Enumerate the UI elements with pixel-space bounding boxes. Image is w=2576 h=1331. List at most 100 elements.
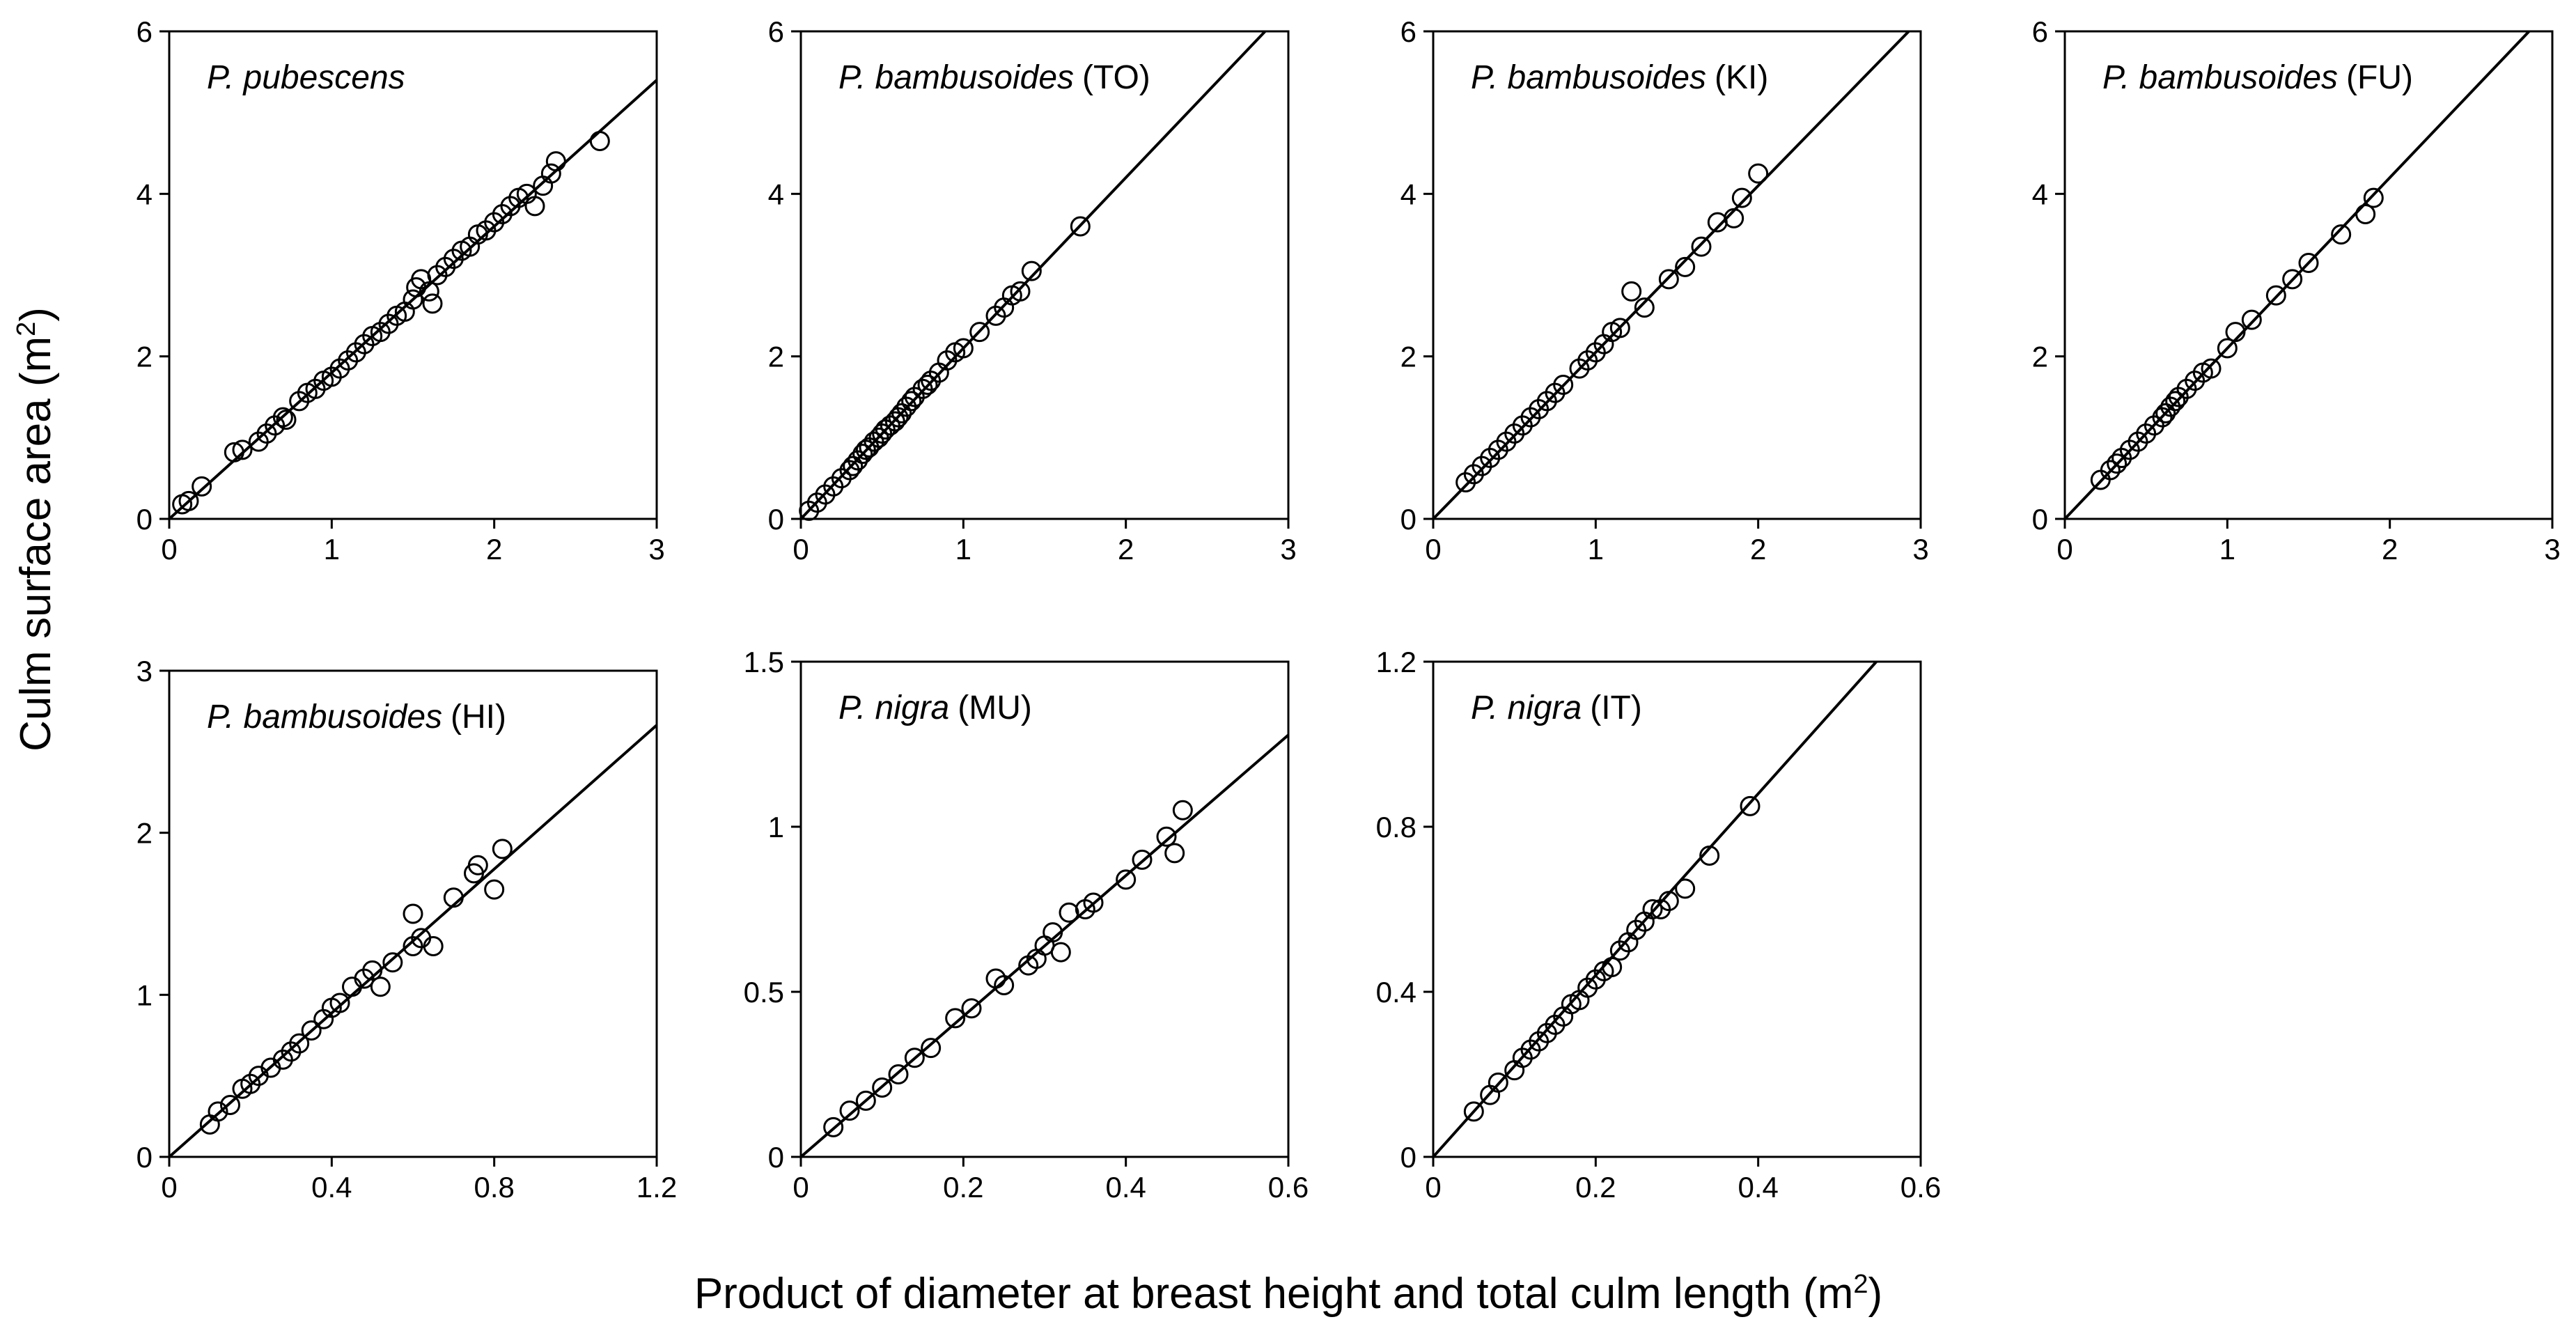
- site-code: (IT): [1590, 690, 1642, 726]
- scatter-panel: 0 0.4 0.8 1.2 0 1 2 3 P. bambusoides (HI): [136, 655, 678, 1204]
- species-name: P. nigra: [838, 690, 949, 726]
- data-point: [1699, 845, 1720, 866]
- scatter-panel: 0 1 2 3 0 2 4 6 P. bambusoides (KI): [1400, 15, 1929, 566]
- data-point: [1675, 878, 1696, 899]
- x-tick-label: 3: [1280, 533, 1296, 566]
- data-point: [2355, 204, 2376, 224]
- plot-frame: [799, 30, 1290, 520]
- data-point: [208, 1101, 228, 1122]
- scatter-panel: 0 1 2 3 0 2 4 6 P. bambusoides (TO): [768, 15, 1297, 566]
- y-tick-label: 0: [1400, 1141, 1416, 1174]
- data-point: [2165, 391, 2186, 412]
- data-point: [2217, 338, 2238, 359]
- x-tick-label: 1: [955, 533, 971, 566]
- y-tick-label: 0.5: [744, 976, 784, 1009]
- data-point: [1691, 236, 1712, 257]
- data-point: [403, 289, 423, 310]
- data-point: [2331, 224, 2352, 245]
- data-point: [422, 293, 443, 314]
- data-point: [1043, 922, 1063, 943]
- panel-title: P. bambusoides (TO): [838, 59, 1150, 96]
- fit-line: [1433, 662, 1878, 1157]
- x-tick-label: 0: [793, 1171, 809, 1204]
- data-point: [961, 998, 982, 1019]
- y-tick-label: 0: [768, 503, 784, 536]
- species-name: P. bambusoides: [2102, 59, 2338, 96]
- panel-title: P. bambusoides (FU): [2102, 59, 2413, 96]
- fit-line: [2065, 31, 2531, 519]
- data-point: [2225, 322, 2246, 343]
- y-tick-label: 2: [136, 341, 153, 373]
- data-point: [2107, 453, 2128, 474]
- species-name: P. bambusoides: [838, 59, 1074, 96]
- y-tick-label: 1.5: [744, 646, 784, 678]
- data-point: [1553, 375, 1574, 395]
- data-point: [872, 1077, 893, 1098]
- data-point: [2201, 358, 2222, 379]
- data-point: [917, 375, 938, 395]
- x-tick-label: 2: [486, 533, 502, 566]
- x-tick-label: 0: [161, 1171, 177, 1204]
- plot-frame: [1432, 660, 1922, 1158]
- x-tick-label: 0: [1425, 1171, 1441, 1204]
- panel-title: P. bambusoides (HI): [207, 699, 506, 735]
- y-tick-label: 0: [2032, 503, 2048, 536]
- data-point: [1658, 269, 1679, 290]
- x-tick-label: 1: [2219, 533, 2235, 566]
- plot-frame: [799, 660, 1290, 1158]
- fit-line: [1433, 31, 1910, 519]
- data-point: [1731, 187, 1752, 208]
- data-point: [953, 338, 974, 359]
- species-name: P. pubescens: [207, 59, 405, 96]
- data-point: [524, 196, 545, 217]
- panel-title: P. pubescens: [207, 59, 405, 96]
- data-point: [178, 490, 199, 511]
- x-tick-label: 0: [2056, 533, 2072, 566]
- y-tick-label: 0: [768, 1141, 784, 1174]
- y-tick-label: 0.4: [1376, 976, 1416, 1009]
- y-tick-label: 1: [768, 811, 784, 843]
- x-tick-label: 1: [324, 533, 340, 566]
- x-tick-label: 3: [2544, 533, 2560, 566]
- y-tick-label: 6: [136, 15, 153, 48]
- data-point: [1172, 800, 1193, 820]
- data-point: [1050, 942, 1071, 963]
- fit-line: [801, 31, 1267, 519]
- plot-frame: [168, 30, 658, 520]
- data-point: [1070, 216, 1091, 237]
- panels-group: 0 1 2 3 0 2 4 6 P. pubescens 0 1 2 3 0 2 4 6 P. bambusoid…: [136, 15, 2561, 1204]
- data-point: [403, 903, 423, 924]
- data-point: [1621, 281, 1642, 302]
- y-tick-label: 4: [2032, 178, 2048, 210]
- scatter-panel: 0 1 2 3 0 2 4 6 P. pubescens: [136, 15, 665, 566]
- y-tick-label: 2: [1400, 341, 1416, 373]
- data-point: [1658, 891, 1679, 912]
- species-name: P. bambusoides: [1471, 59, 1706, 96]
- data-point: [2363, 187, 2384, 208]
- x-tick-label: 1.2: [637, 1171, 677, 1204]
- data-point: [1488, 1072, 1508, 1093]
- data-point: [1724, 208, 1744, 228]
- data-point: [220, 1095, 240, 1116]
- data-point: [492, 839, 513, 859]
- x-tick-label: 2: [1118, 533, 1134, 566]
- data-point: [2241, 309, 2262, 330]
- data-point: [419, 281, 439, 302]
- y-tick-label: 4: [136, 178, 153, 210]
- x-tick-label: 0: [161, 533, 177, 566]
- data-point: [839, 1100, 860, 1121]
- x-tick-label: 0.6: [1268, 1171, 1309, 1204]
- y-axis-title: Culm surface area (m2): [12, 307, 60, 752]
- data-point: [921, 1038, 942, 1059]
- data-point: [589, 131, 610, 151]
- y-tick-label: 6: [1400, 15, 1416, 48]
- data-point: [1642, 899, 1663, 919]
- data-point: [901, 391, 922, 412]
- data-point: [467, 855, 488, 875]
- data-point: [1164, 843, 1185, 864]
- data-point: [1021, 260, 1042, 281]
- species-name: P. bambusoides: [207, 699, 442, 735]
- data-point: [2155, 403, 2176, 423]
- plot-frame: [1432, 30, 1922, 520]
- y-tick-label: 2: [768, 341, 784, 373]
